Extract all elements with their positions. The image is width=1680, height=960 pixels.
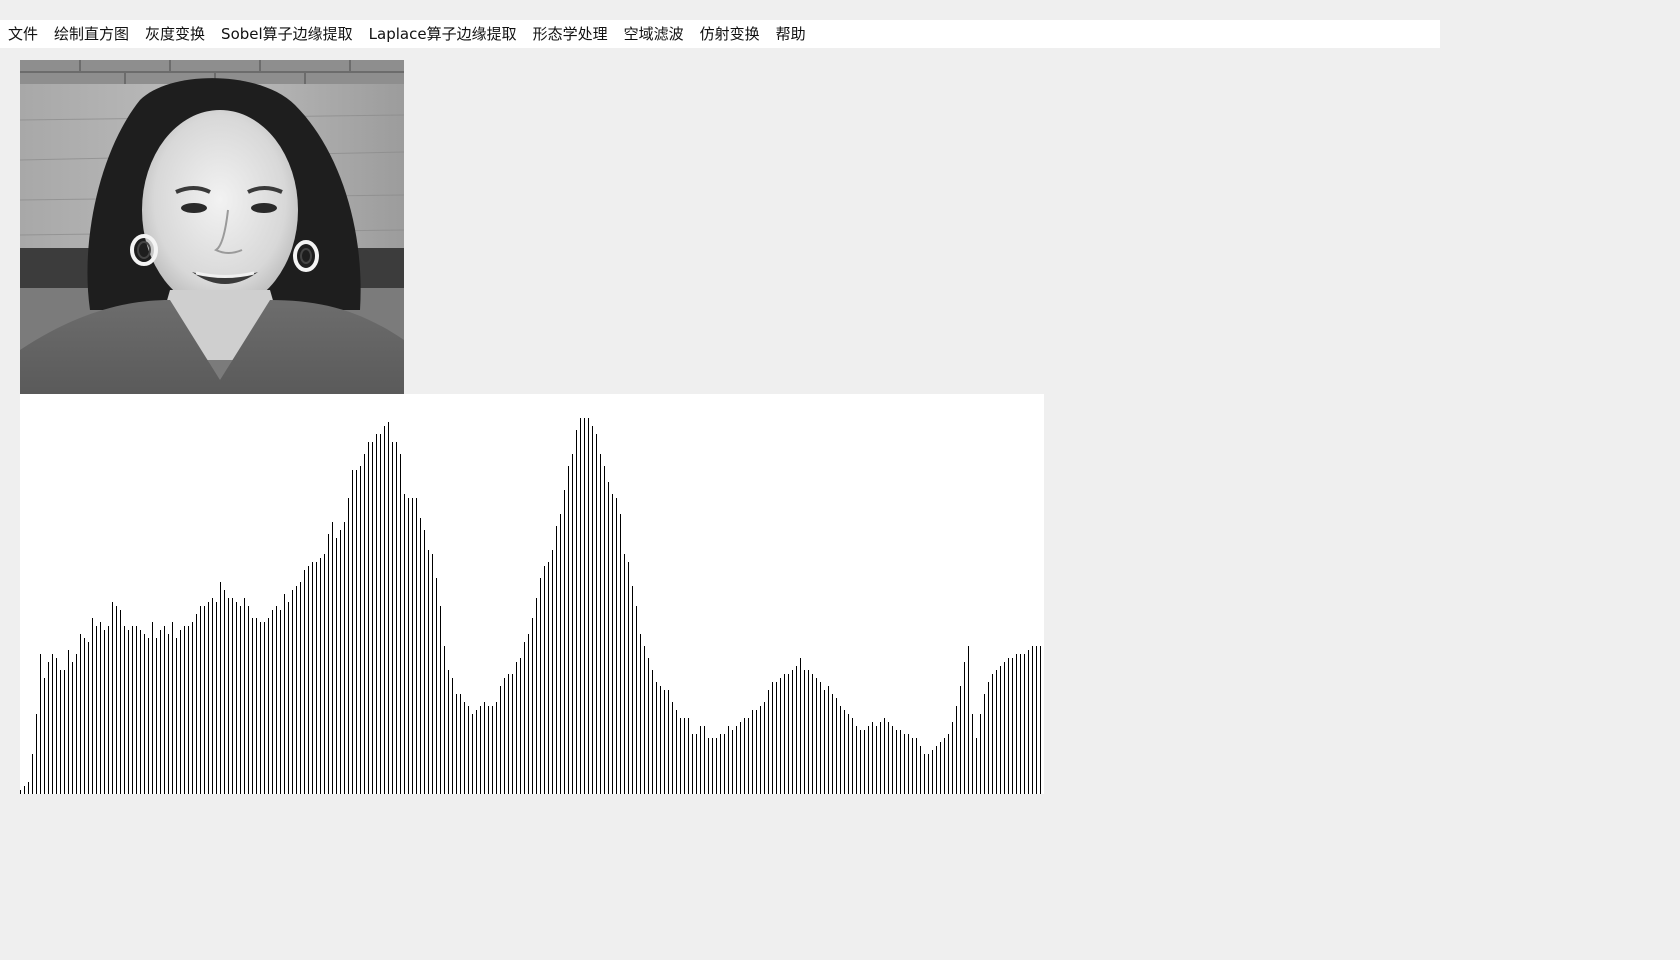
menu-draw-histogram[interactable]: 绘制直方图 bbox=[54, 25, 130, 43]
portrait-image bbox=[20, 60, 404, 394]
portrait-image-drawing bbox=[20, 60, 404, 394]
menu-sobel-edge[interactable]: Sobel算子边缘提取 bbox=[221, 25, 353, 43]
menu-file[interactable]: 文件 bbox=[8, 25, 39, 43]
menu-affine-transform[interactable]: 仿射变换 bbox=[699, 25, 760, 43]
menu-help[interactable]: 帮助 bbox=[775, 25, 806, 43]
menu-gray-transform[interactable]: 灰度变换 bbox=[145, 25, 206, 43]
menu-bar: 文件 绘制直方图 灰度变换 Sobel算子边缘提取 Laplace算子边缘提取 形态学处理… bbox=[0, 20, 1440, 48]
menu-spatial-filter[interactable]: 空域滤波 bbox=[623, 25, 684, 43]
menu-laplace-edge[interactable]: Laplace算子边缘提取 bbox=[368, 25, 517, 43]
menu-morphology[interactable]: 形态学处理 bbox=[532, 25, 608, 43]
histogram-svg bbox=[20, 418, 1041, 794]
histogram-chart bbox=[20, 394, 1044, 794]
